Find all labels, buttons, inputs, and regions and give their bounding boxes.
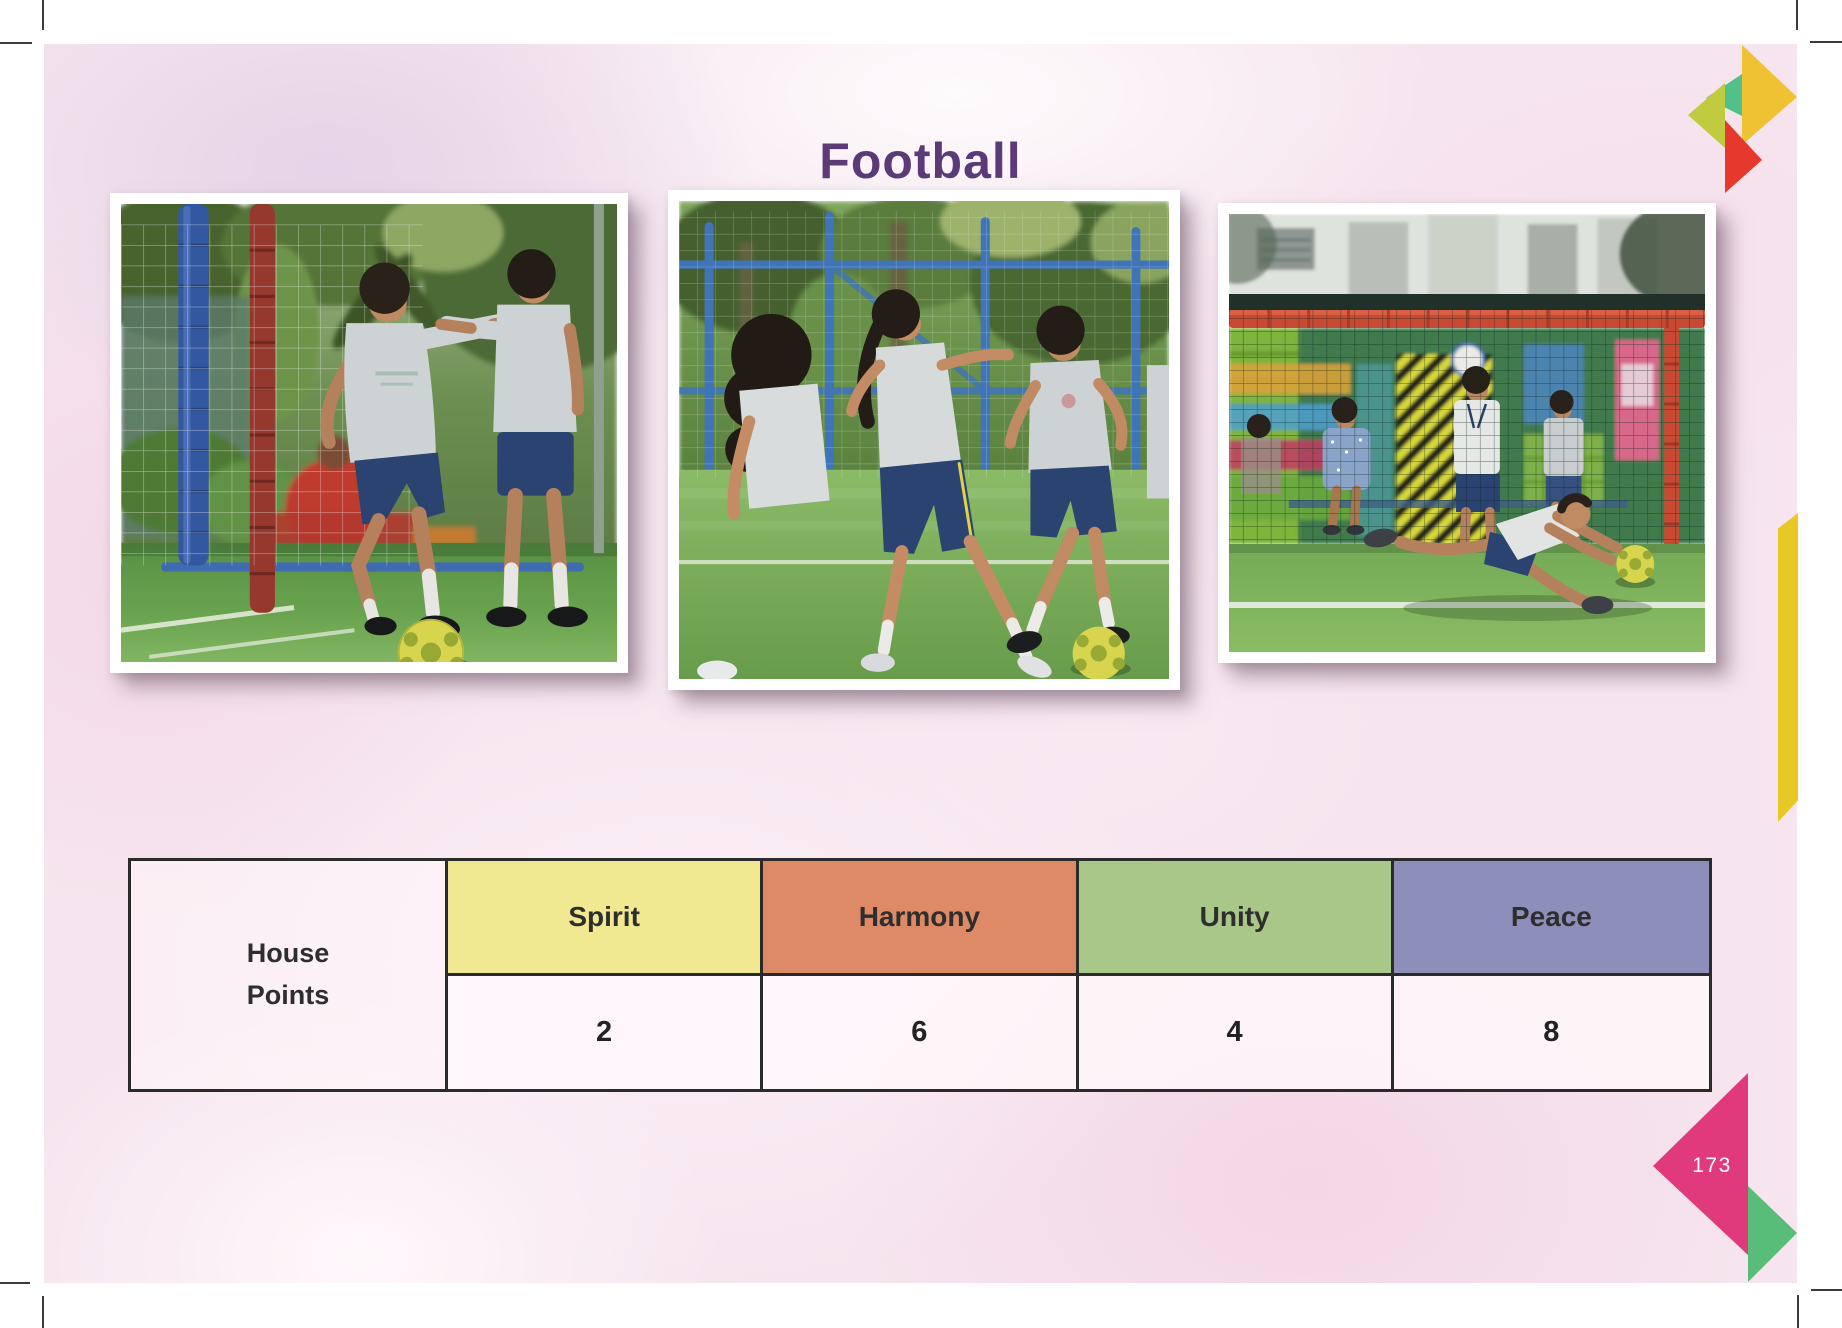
corner-triangles-decoration (1688, 45, 1797, 193)
points-value: 6 (911, 1016, 928, 1048)
crop-mark-top-right-v (1796, 0, 1798, 30)
house-points-harmony: 6 (763, 976, 1079, 1089)
photo-midfield-chase (668, 190, 1180, 690)
player-girl-center (846, 289, 1052, 678)
player-partial-right (1146, 365, 1169, 499)
page-title: Football (819, 133, 1022, 189)
house-points-table: House Points Spirit Harmony Unity Peace … (128, 858, 1712, 1092)
house-points-peace: 8 (1393, 976, 1709, 1089)
house-points-spirit: 2 (448, 976, 764, 1089)
deco-triangle-lime (1688, 83, 1725, 148)
house-header-unity: Unity (1078, 861, 1394, 976)
page-number-decoration: 173 (1653, 1073, 1797, 1282)
crop-mark-top-left-h (0, 42, 32, 44)
deco-triangle-red (1725, 120, 1762, 193)
house-points-label-line1: House (246, 938, 330, 969)
photo-2-image (679, 201, 1169, 679)
crop-mark-top-right-h (1810, 41, 1842, 43)
points-value: 8 (1543, 1016, 1560, 1048)
photo-goalkeeper-dive (1218, 203, 1716, 663)
photo-3-skyline (1229, 214, 1705, 306)
crop-mark-top-left-v (42, 0, 44, 30)
crop-mark-bottom-left-v (42, 1296, 44, 1328)
player-boy-right (1004, 305, 1130, 654)
house-header-harmony: Harmony (763, 861, 1079, 976)
house-name: Unity (1199, 901, 1270, 932)
photo-3-image (1229, 214, 1705, 652)
yearbook-page: Football (44, 44, 1798, 1283)
crop-mark-bottom-right-h (1811, 1289, 1842, 1291)
house-points-label-cell: House Points (131, 861, 448, 1089)
football (1070, 626, 1131, 679)
football (1615, 545, 1656, 588)
crop-mark-bottom-right-v (1797, 1295, 1799, 1328)
deco-triangle-green-small (1748, 1186, 1797, 1282)
house-name: Spirit (568, 901, 640, 932)
house-name: Peace (1510, 901, 1592, 932)
deco-triangle-yellow (1742, 45, 1797, 145)
house-points-label-line2: Points (246, 980, 330, 1010)
goalkeeper (1363, 493, 1653, 621)
points-value: 4 (1226, 1016, 1243, 1048)
points-value: 2 (596, 1016, 613, 1048)
goal-net (1229, 310, 1705, 548)
page-number: 173 (1692, 1154, 1732, 1177)
deco-triangle-pink (1653, 1073, 1748, 1255)
player-girl-left (697, 313, 830, 679)
house-header-peace: Peace (1393, 861, 1709, 976)
house-name: Harmony (858, 901, 981, 932)
crop-mark-bottom-left-h (0, 1282, 30, 1284)
photo-1-image (121, 204, 617, 662)
player-standing (435, 249, 588, 628)
house-points-unity: 4 (1078, 976, 1394, 1089)
side-bar-decoration (1778, 513, 1798, 822)
photo-dribbling-goalposts (110, 193, 628, 673)
football (397, 618, 468, 662)
house-header-spirit: Spirit (448, 861, 764, 976)
